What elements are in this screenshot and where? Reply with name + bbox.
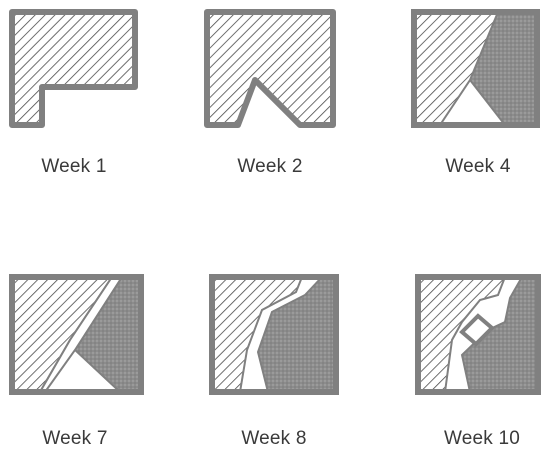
hatched-region	[9, 9, 138, 128]
panel-outline	[415, 274, 541, 395]
hatched-region	[204, 9, 336, 128]
panel-label-week-2: Week 2	[237, 156, 303, 177]
panel-label-week-10: Week 10	[443, 428, 521, 449]
panel-label-week-1: Week 1	[41, 156, 107, 177]
panel-label-week-8: Week 8	[241, 428, 307, 449]
panel-outline	[209, 274, 339, 395]
panel-week-1	[9, 9, 138, 128]
panel-outline	[9, 274, 144, 395]
panel-outline	[411, 9, 540, 128]
panel-week-4	[411, 9, 540, 128]
panel-label-week-4: Week 4	[445, 156, 511, 177]
panel-week-10	[415, 274, 541, 395]
panel-week-2	[204, 9, 336, 128]
panel-label-week-7: Week 7	[42, 428, 108, 449]
isolated-fragment	[459, 313, 495, 347]
panel-week-7	[9, 274, 144, 395]
panel-week-8	[209, 274, 339, 395]
